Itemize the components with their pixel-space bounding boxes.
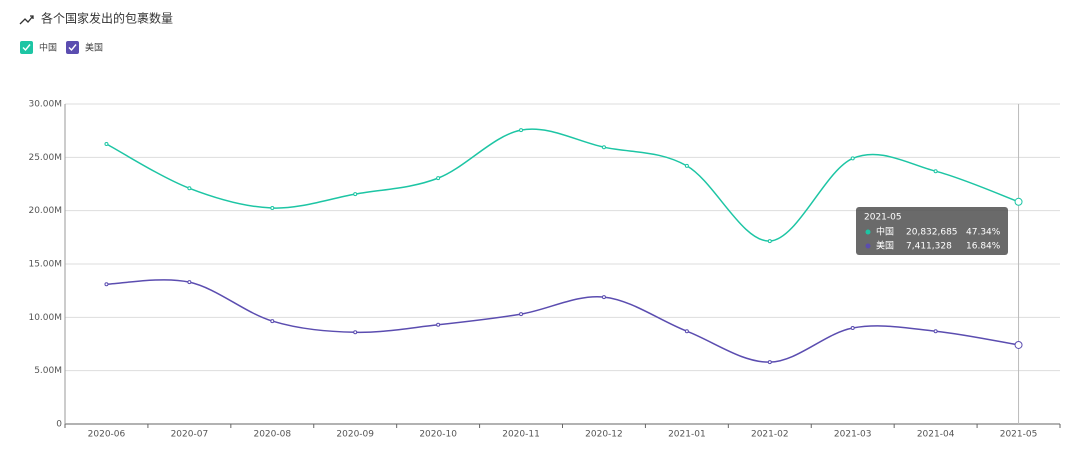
- x-tick-label: 2020-12: [585, 430, 623, 440]
- chart-title: 各个国家发出的包裹数量: [41, 11, 173, 26]
- x-tick-label: 2020-11: [502, 430, 540, 440]
- data-point: [933, 169, 938, 174]
- data-point: [684, 163, 689, 168]
- data-point: [767, 360, 772, 365]
- tooltip-dot: [865, 229, 871, 235]
- legend-checkbox[interactable]: [66, 41, 79, 54]
- tooltip-name: 美国: [876, 240, 894, 252]
- data-point: [684, 329, 689, 334]
- data-point: [436, 322, 441, 327]
- title-icon: [19, 15, 34, 25]
- legend-check: [22, 44, 31, 52]
- series-line: [106, 279, 1019, 363]
- tooltip-name: 中国: [876, 226, 894, 238]
- data-point: [933, 329, 938, 334]
- x-tick-label: 2020-09: [336, 430, 374, 440]
- x-tick-label: 2021-04: [917, 430, 955, 440]
- data-point: [353, 330, 358, 335]
- data-point: [767, 239, 772, 244]
- legend-check: [68, 44, 77, 52]
- x-tick-label: 2020-07: [171, 430, 209, 440]
- data-point: [850, 326, 855, 330]
- tooltip: 2021-05 中国 20,832,685 47.34% 美国 7,411,328 16.8…: [856, 207, 1008, 255]
- x-tick-label: 2020-08: [253, 430, 291, 440]
- x-tick-label: 2020-06: [88, 430, 126, 440]
- data-point: [187, 186, 192, 191]
- y-tick-label: 15.00M: [28, 260, 62, 270]
- tooltip-box: [856, 207, 1008, 255]
- legend-label: 美国: [85, 42, 103, 54]
- data-point: [104, 282, 109, 287]
- data-point: [601, 145, 606, 150]
- legend-label: 中国: [39, 42, 57, 54]
- tooltip-value: 20,832,685: [906, 228, 958, 238]
- data-point: [850, 156, 855, 161]
- data-point: [519, 128, 524, 133]
- data-point: [270, 319, 275, 324]
- x-tick-label: 2021-01: [668, 430, 706, 440]
- tooltip-value: 7,411,328: [906, 242, 952, 252]
- y-tick-label: 25.00M: [28, 153, 62, 163]
- y-tick-label: 5.00M: [34, 366, 62, 376]
- data-point: [353, 192, 358, 197]
- tooltip-percent: 47.34%: [966, 228, 1001, 238]
- x-tick-label: 2021-02: [751, 430, 789, 440]
- data-point: [187, 280, 192, 285]
- tooltip-percent: 16.84%: [966, 242, 1001, 252]
- data-point: [270, 206, 275, 210]
- x-tick-label: 2020-10: [419, 430, 457, 440]
- legend: 中国 美国: [20, 41, 103, 54]
- tooltip-dot: [865, 243, 871, 249]
- data-point: [1014, 197, 1023, 206]
- legend-checkbox[interactable]: [20, 41, 33, 54]
- data-point: [519, 312, 524, 317]
- x-tick-label: 2021-03: [834, 430, 872, 440]
- data-point: [436, 176, 441, 181]
- y-tick-label: 0: [56, 420, 62, 430]
- data-point: [104, 142, 109, 146]
- y-tick-label: 30.00M: [28, 100, 62, 110]
- x-tick-label: 2021-05: [1000, 430, 1038, 440]
- data-point: [601, 295, 606, 300]
- tooltip-title: 2021-05: [864, 213, 902, 223]
- y-tick-label: 20.00M: [28, 206, 62, 216]
- y-tick-label: 10.00M: [28, 313, 62, 323]
- data-point: [1014, 340, 1023, 349]
